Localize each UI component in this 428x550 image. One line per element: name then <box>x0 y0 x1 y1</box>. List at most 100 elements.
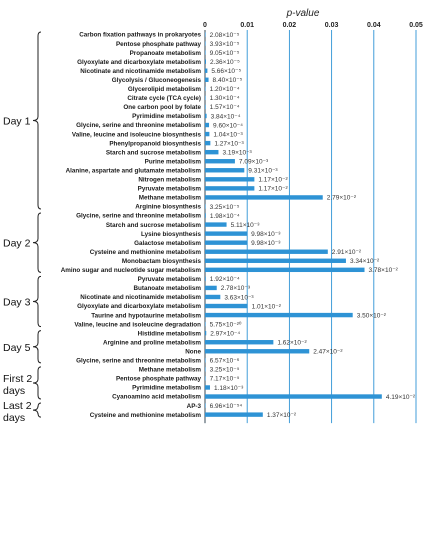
bar <box>205 312 353 318</box>
value-label: 2.79×10⁻² <box>327 195 357 202</box>
bar <box>205 104 206 110</box>
value-label: 2.91×10⁻² <box>332 249 362 256</box>
pathway-label: Nitrogen metabolism <box>138 177 201 184</box>
bar <box>205 222 227 227</box>
bar <box>205 321 206 327</box>
bar <box>205 412 263 417</box>
x-tick-label: 0 <box>203 22 207 29</box>
group-brace <box>32 31 42 210</box>
bar <box>205 95 206 101</box>
value-label: 1.17×10⁻² <box>258 186 288 193</box>
pathway-label: Glycine, serine and threonine metabolism <box>76 358 201 365</box>
bar <box>205 258 346 263</box>
value-label: 3.25×10⁻⁵ <box>210 367 240 374</box>
pathway-label: Pyrimidine metabolism <box>132 113 201 120</box>
bar <box>205 131 210 137</box>
pathway-label: Galactose metabolism <box>134 240 201 247</box>
bar <box>205 213 206 218</box>
value-label: 3.93×10⁻⁵ <box>210 41 240 48</box>
pathway-label: Cysteine and methionine metabolism <box>90 249 202 256</box>
value-label: 1.20×10⁻⁴ <box>210 86 240 93</box>
pathway-label: Pentose phosphate pathway <box>116 376 202 383</box>
value-label: 5.66×10⁻⁵ <box>211 68 241 75</box>
bar <box>205 240 248 245</box>
value-label: 1.17×10⁻² <box>258 177 288 184</box>
bar <box>205 349 310 354</box>
group-label: Day 1 <box>3 116 31 128</box>
pathway-label: Nicotinate and nicotinamide metabolism <box>80 68 201 75</box>
pathway-label: Histidine metabolism <box>138 330 202 337</box>
value-label: 1.92×10⁻⁴ <box>210 276 240 283</box>
group-label: days <box>3 412 25 424</box>
bar <box>205 267 365 273</box>
value-label: 9.98×10⁻³ <box>251 231 281 238</box>
x-tick-label: 0.03 <box>325 22 339 29</box>
bar <box>205 358 206 363</box>
value-label: 1.30×10⁻⁴ <box>210 95 240 102</box>
bar <box>205 195 323 200</box>
x-tick-label: 0.02 <box>283 22 297 29</box>
value-label: 9.05×10⁻⁵ <box>210 50 240 57</box>
group-label: Last 2 <box>3 400 32 412</box>
pathway-label: Citrate cycle (TCA cycle) <box>127 95 201 102</box>
group-label: days <box>3 385 25 397</box>
pathway-label: Lysine biosynthesis <box>141 231 201 238</box>
bar <box>205 140 211 146</box>
pathway-label: Arginine biosynthesis <box>135 204 201 211</box>
pathway-label: Amino sugar and nucleotide sugar metabol… <box>61 267 202 274</box>
axis-title: p-value <box>286 8 320 19</box>
bar <box>205 294 221 300</box>
pathway-label: Butanoate metabolism <box>133 285 201 292</box>
value-label: 7.09×10⁻³ <box>239 159 269 166</box>
group-brace <box>32 212 42 273</box>
pathway-label: Valine, leucine and isoleucine biosynthe… <box>72 131 202 138</box>
value-label: 2.08×10⁻⁵ <box>210 32 240 39</box>
pathway-label: Starch and sucrose metabolism <box>106 222 202 229</box>
bar <box>205 77 209 82</box>
pathway-label: Nicotinate and nicotinamide metabolism <box>80 294 201 301</box>
bar <box>205 249 328 254</box>
x-tick-label: 0.01 <box>240 22 254 29</box>
value-label: 2.36×10⁻⁵ <box>210 59 240 66</box>
bar <box>205 86 206 92</box>
pathway-label: Pyruvate metabolism <box>138 186 202 193</box>
bar <box>205 385 210 390</box>
bar <box>205 50 206 55</box>
value-label: 3.63×10⁻³ <box>224 294 254 301</box>
value-label: 8.40×10⁻⁵ <box>213 77 243 84</box>
bar <box>205 186 255 191</box>
bar <box>205 159 235 164</box>
value-label: 1.98×10⁻⁴ <box>210 213 240 220</box>
group-brace <box>32 330 42 364</box>
pathway-label: Cysteine and methionine metabolism <box>90 412 202 419</box>
pathway-label: Pentose phosphate pathway <box>116 41 202 48</box>
bar <box>205 32 206 37</box>
value-label: 3.34×10⁻² <box>350 258 380 265</box>
pathway-label: One carbon pool by folate <box>123 104 201 111</box>
value-label: 5.11×10⁻³ <box>231 222 261 229</box>
value-label: 3.19×10⁻³ <box>222 149 252 156</box>
bar <box>205 41 206 46</box>
x-tick-label: 0.04 <box>367 22 381 29</box>
value-label: 1.57×10⁻⁴ <box>210 104 240 111</box>
pathway-label: Starch and sucrose metabolism <box>106 149 202 156</box>
pathway-label: Valine, leucine and isoleucine degradati… <box>74 321 201 328</box>
bar <box>205 68 208 73</box>
value-label: 3.50×10⁻² <box>357 312 387 319</box>
bar <box>205 285 217 291</box>
value-label: 3.78×10⁻² <box>369 267 399 274</box>
pathway-label: Pyrimidine metabolism <box>132 385 201 392</box>
value-label: 3.84×10⁻⁴ <box>211 113 241 120</box>
value-label: 1.37×10⁻² <box>267 412 297 419</box>
bar <box>205 276 206 282</box>
pathway-label: Cyanoamino acid metabolism <box>112 394 201 401</box>
pathway-label: Propanoate metabolism <box>130 50 202 57</box>
value-label: 6.96×10⁻⁵⁴ <box>210 403 243 410</box>
pathway-label: Alanine, aspartate and glutamate metabol… <box>66 167 202 174</box>
value-label: 2.47×10⁻² <box>313 349 343 356</box>
bar <box>205 59 206 64</box>
bar <box>205 340 274 345</box>
x-tick-label: 0.05 <box>409 22 423 29</box>
group-brace <box>32 402 42 418</box>
